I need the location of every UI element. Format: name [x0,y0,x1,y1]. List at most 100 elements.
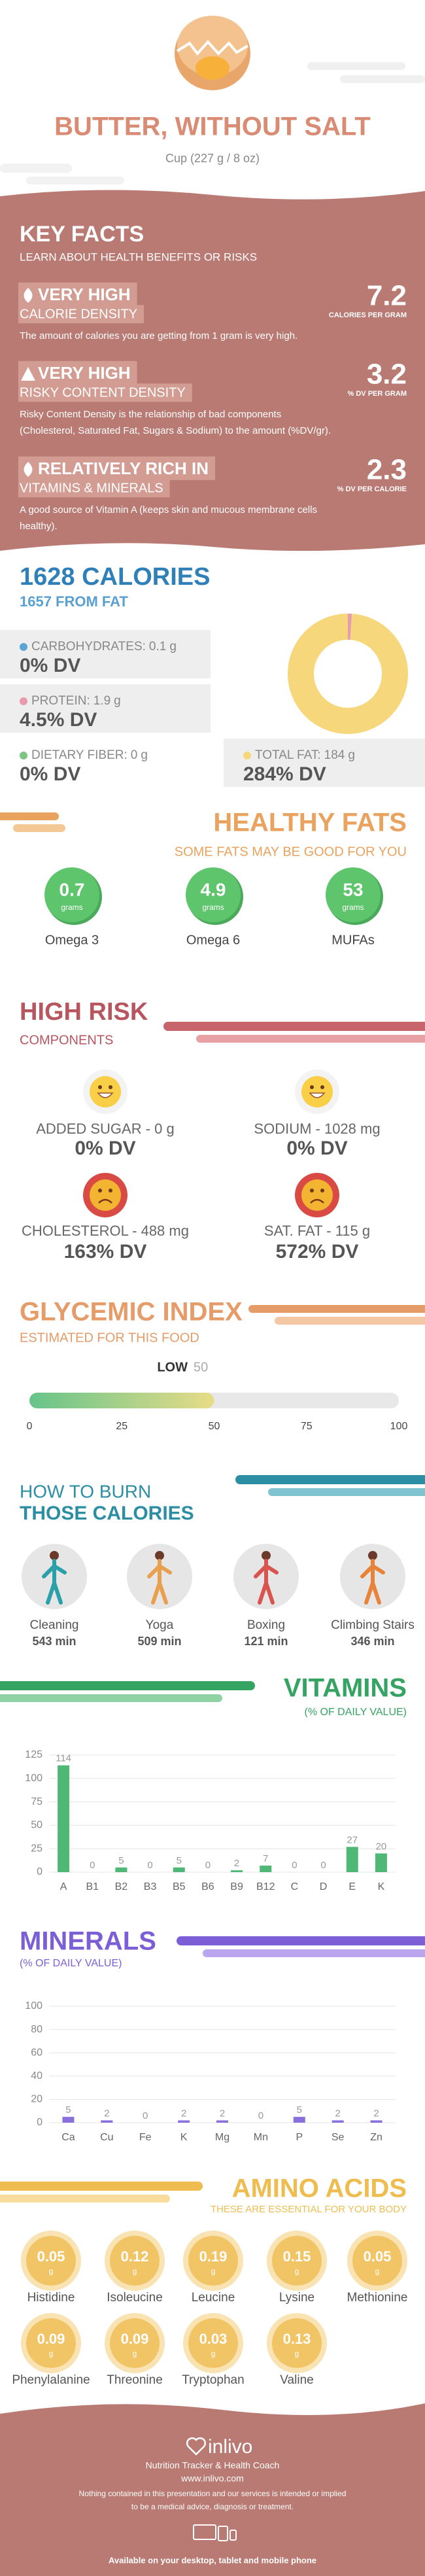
x-tick-label: Zn [370,2132,382,2143]
gi-level: LOW [157,1360,188,1374]
amino-name: Methionine [347,2291,408,2305]
fact-description: Risky Content Density is the relationshi… [20,409,281,420]
face-eye [98,1189,102,1192]
fat-circle [186,867,241,922]
section-subtitle: ESTIMATED FOR THIS FOOD [20,1331,199,1345]
label-background [18,383,192,402]
label-background [18,282,137,306]
value-label: 114 [56,1753,71,1764]
section-subtitle: THESE ARE ESSENTIAL FOR YOUR BODY [211,2204,407,2215]
activity-time: 346 min [350,1635,394,1648]
header-decoration [0,16,425,184]
risk-name: SODIUM - 1028 mg [254,1121,380,1137]
fact-unit: CALORIES PER GRAM [329,311,407,319]
fact-value: 7.2 [367,280,407,312]
section-title: HIGH RISK [20,998,148,1026]
amino-value: 0.09 [37,2331,65,2347]
y-tick-label: 0 [37,1866,42,1877]
face [90,1179,121,1211]
x-tick-label: B12 [256,1881,275,1892]
value-label: 5 [118,1855,124,1866]
label-background [18,479,170,498]
activity-head [155,1551,164,1560]
activity-head [368,1551,377,1560]
fat-name: Omega 3 [45,933,99,947]
nutrient-dv: 4.5% DV [20,709,97,731]
face-eye [320,1085,324,1089]
section-title: HOW TO BURN [20,1481,151,1501]
fact-icon [24,462,33,477]
disclaimer: to be a medical advice, diagnosis or tre… [131,2502,294,2511]
amino-value: 0.03 [199,2331,228,2347]
x-tick-label: B3 [144,1881,157,1892]
fact-level: VERY HIGH [38,285,131,304]
fact-level: RELATIVELY RICH IN [38,459,209,478]
section-title: KEY FACTS [20,222,144,247]
activity-figure [42,1559,67,1605]
fat-unit: grams [342,903,364,912]
section-subtitle: (% OF DAILY VALUE) [305,1707,407,1718]
nutrient-label: PROTEIN: 1.9 g [31,694,121,708]
x-tick-label: K [378,1881,385,1892]
risk-dv: 163% DV [64,1241,147,1262]
nutrient-amount: 1.9 [94,694,110,708]
face-eye [109,1189,112,1192]
value-label: 0 [205,1860,211,1871]
face-eye [310,1189,314,1192]
value-label: 7 [263,1853,268,1864]
fact-unit: % DV PER GRAM [348,390,407,398]
label-background [18,456,216,480]
face-mouth [310,1198,324,1204]
title: BUTTER, WITHOUT SALT [54,113,371,141]
y-tick-label: 25 [31,1843,42,1854]
fat-name: Omega 6 [186,933,240,947]
amino-name: Histidine [27,2291,75,2305]
amino-unit: g [211,2349,216,2358]
section-subtitle: 1657 FROM FAT [20,593,128,610]
amino-unit: g [133,2349,137,2358]
value-label: 0 [90,1860,95,1871]
label-background [18,360,137,385]
section-subtitle: LEARN ABOUT HEALTH BENEFITS OR RISKS [20,251,257,263]
legend-dot [20,643,27,651]
devices-icon [193,2524,237,2541]
risk-dv: 0% DV [286,1138,347,1159]
label-background [18,305,144,324]
face-mouth [98,1198,112,1204]
value-label: 0 [292,1860,297,1871]
y-tick-label: 100 [25,2000,42,2011]
fact-value: 3.2 [367,358,407,391]
section-subtitle: SOME FATS MAY BE GOOD FOR YOU [175,844,407,859]
amino-unit: g [295,2267,299,2276]
y-tick-label: 20 [31,2094,42,2105]
nutrient-dv: 0% DV [20,655,80,676]
value-label: 2 [220,2108,225,2119]
y-tick-label: 60 [31,2047,42,2058]
value-label: 2 [373,2108,379,2119]
bar [332,2120,344,2123]
bar [260,1865,272,1872]
risk-name: ADDED SUGAR - 0 g [36,1121,175,1137]
section-subtitle: COMPONENTS [20,1033,113,1047]
nutrient-unit: g [141,748,148,762]
value-label: 2 [104,2108,109,2119]
y-tick-label: 40 [31,2070,42,2081]
amino-value: 0.09 [121,2331,149,2347]
x-tick-label: 75 [301,1421,313,1432]
activity-figure [254,1559,279,1605]
x-tick-label: Mg [215,2132,230,2143]
amino-value: 0.15 [283,2248,311,2265]
amino-name: Phenylalanine [12,2373,90,2387]
disclaimer: Nothing contained in this presentation a… [79,2489,347,2498]
fact-name: CALORIE DENSITY [20,307,137,321]
risk-dv: 0% DV [75,1138,135,1159]
gi-value: 50 [194,1360,208,1374]
fat-unit: grams [202,903,224,912]
amino-circle [272,2318,322,2368]
amino-name: Valine [280,2373,313,2387]
amino-name: Lysine [279,2291,314,2305]
value-label: 20 [376,1841,387,1852]
nutrient-unit: g [169,640,177,653]
y-tick-label: 0 [37,2117,42,2128]
